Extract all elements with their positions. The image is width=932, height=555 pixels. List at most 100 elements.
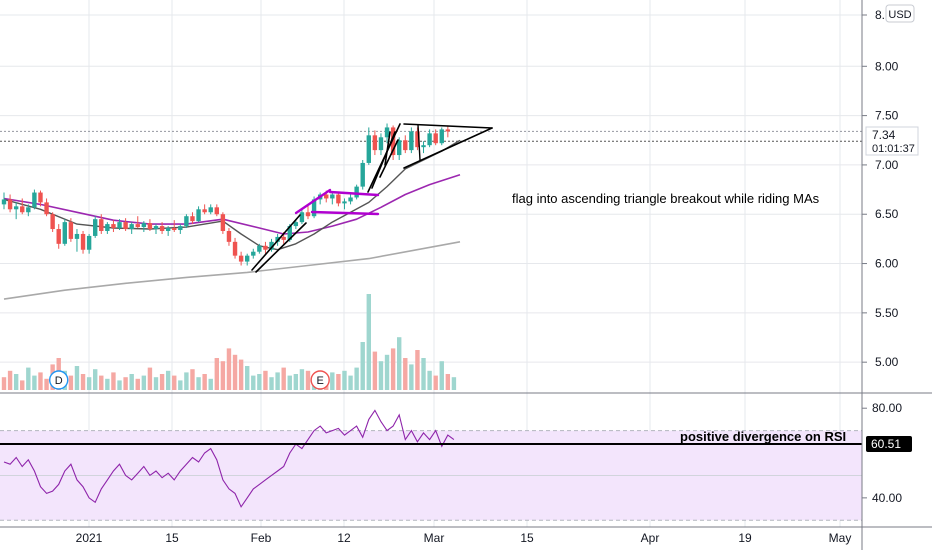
candle-body (403, 140, 408, 151)
price-tick-label: 5.00 (875, 355, 899, 369)
volume-bar (184, 372, 189, 390)
currency-label: USD (888, 9, 911, 21)
volume-bar (251, 375, 256, 390)
annotation-rsi-divergence: positive divergence on RSI (680, 429, 846, 444)
volume-bar (190, 369, 195, 390)
ma-200-line (3, 241, 461, 300)
trendline-6 (384, 131, 391, 166)
volume-bar (26, 367, 31, 390)
volume-bar (330, 372, 335, 390)
volume-bar (421, 358, 426, 390)
candle-body (44, 202, 49, 215)
volume-bar (178, 380, 183, 390)
candle-body (372, 135, 378, 151)
triangle-top (403, 123, 493, 129)
volume-bar (403, 358, 408, 390)
volume-bar (172, 375, 177, 390)
candle-body (178, 226, 183, 231)
x-tick-label: Mar (424, 531, 445, 545)
candle-body (421, 145, 426, 148)
candle-body (111, 224, 116, 229)
volume-bar (20, 380, 25, 390)
volume-bar (269, 377, 274, 390)
trendline-2 (255, 222, 307, 273)
candle-body (86, 235, 92, 250)
x-tick-label: 12 (337, 531, 351, 545)
volume-bar (445, 374, 451, 390)
candle-body (415, 131, 420, 148)
candle-body (202, 209, 207, 213)
volume-bar (86, 377, 92, 390)
candle-body (226, 231, 232, 242)
candle-body (196, 209, 201, 222)
candle-body (141, 223, 147, 228)
candle-body (342, 201, 347, 204)
volume-bar (7, 370, 13, 390)
candle-body (409, 131, 414, 151)
volume-bar (38, 372, 43, 390)
volume-bar (263, 370, 268, 390)
trendline-drawings (251, 123, 493, 273)
candle-body (7, 199, 13, 210)
rsi-tick-label: 40.00 (872, 491, 902, 505)
candle-body (330, 194, 335, 199)
currency-badge[interactable]: USD (885, 4, 915, 23)
candle-body (56, 229, 61, 244)
rsi-value-label: 60.51 (866, 436, 912, 452)
volume-bar (415, 350, 420, 390)
volume-bar (348, 375, 353, 390)
event-marker-circle (310, 370, 330, 390)
price-tick-label: 7.50 (875, 109, 899, 123)
volume-bar (384, 354, 390, 390)
trendline-4 (371, 131, 396, 189)
candle-body (269, 241, 274, 250)
flag-pole-purple (294, 188, 332, 215)
candle-body (324, 194, 329, 199)
volume-bar (299, 369, 305, 390)
candle-body (93, 219, 98, 236)
volume-bar (238, 359, 244, 390)
volume-bar (44, 378, 49, 390)
volume-bar (281, 367, 286, 390)
volume-bar (354, 367, 359, 390)
candle-body (336, 194, 341, 204)
volume-bar (32, 375, 37, 390)
price-tick-label: 5.50 (875, 306, 899, 320)
volume-bar (342, 370, 347, 390)
candle-body (293, 222, 299, 227)
volume-bar (336, 374, 341, 390)
price-tick-label: 7.00 (875, 158, 899, 172)
volume-bar (293, 374, 299, 390)
candle-body (445, 129, 451, 132)
candle-body (147, 223, 153, 230)
candle-body (74, 233, 80, 239)
volume-bar (360, 342, 365, 390)
volume-bar (257, 374, 262, 390)
volume-bar (105, 378, 110, 390)
candle-body (384, 127, 390, 138)
volume-bar (245, 366, 250, 390)
candle-body (427, 133, 432, 146)
x-tick-label: Feb (251, 531, 272, 545)
candle-body (275, 236, 280, 242)
rsi-tick-label: 80.00 (872, 401, 902, 415)
volume-bar (1, 377, 7, 390)
candle-body (190, 216, 195, 222)
volume-bar (366, 294, 371, 390)
candle-body (38, 192, 43, 203)
rsi-pane (0, 409, 862, 521)
volume-bar (275, 372, 280, 390)
x-tick-label: 15 (520, 531, 534, 545)
volume-bar (232, 354, 238, 390)
volume-bar (123, 377, 128, 390)
volume-bar (390, 348, 396, 390)
x-tick-label: 19 (738, 531, 752, 545)
volume-bar (433, 375, 438, 390)
candle-body (354, 186, 359, 198)
price-tick-label: 8. (875, 8, 885, 22)
event-marker-label: E (316, 375, 323, 387)
